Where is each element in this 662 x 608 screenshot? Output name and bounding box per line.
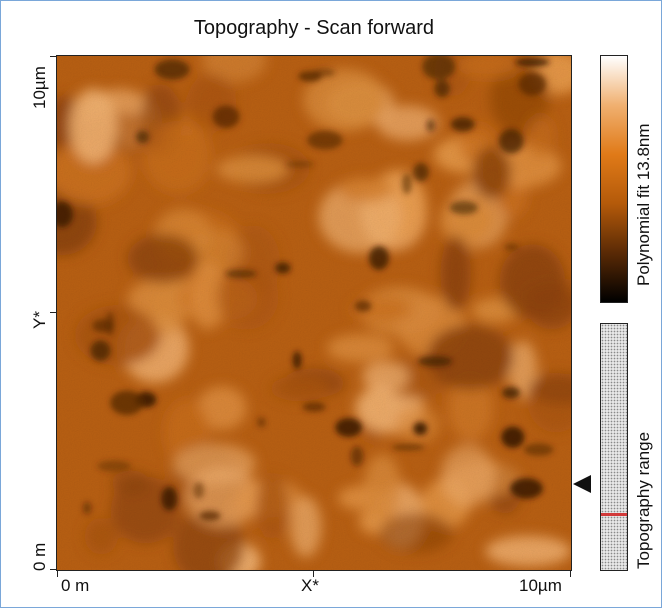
x-tick-mid bbox=[313, 571, 314, 577]
range-marker bbox=[601, 513, 627, 517]
topography-range-bar[interactable] bbox=[600, 323, 628, 571]
y-axis-title: Y* bbox=[30, 311, 49, 329]
color-scale-bar bbox=[600, 55, 628, 303]
chart-title: Topography - Scan forward bbox=[193, 17, 435, 39]
x-tick-right bbox=[570, 571, 571, 577]
color-scale-label: Polynomial fit 13.8nm bbox=[634, 123, 653, 286]
y-axis-min-label: 0 m bbox=[30, 542, 49, 571]
topography-image[interactable] bbox=[56, 55, 572, 571]
topography-range-label: Topography range bbox=[634, 431, 653, 569]
x-axis-min-label: 0 m bbox=[61, 576, 90, 595]
y-tick-bottom bbox=[50, 569, 56, 570]
x-axis-title: X* bbox=[301, 576, 319, 595]
topography-surface bbox=[57, 56, 571, 570]
x-axis-max-label: 10µm bbox=[519, 576, 562, 595]
triangle-left-icon[interactable] bbox=[573, 475, 591, 493]
y-tick-top bbox=[50, 56, 56, 57]
y-tick-mid bbox=[50, 312, 56, 313]
x-tick-left bbox=[57, 571, 58, 577]
y-axis-max-label: 10µm bbox=[30, 66, 49, 109]
